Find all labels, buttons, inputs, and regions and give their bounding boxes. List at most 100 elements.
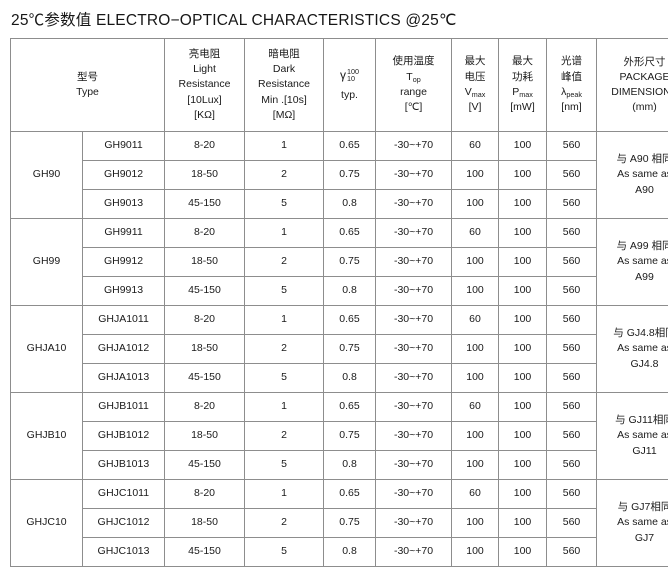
type-cell: GH9911 bbox=[83, 219, 165, 248]
gamma-cell: 0.65 bbox=[324, 480, 376, 509]
table-row: GHJA10 GHJA1011 8-20 1 0.65 -30~+70 60 1… bbox=[11, 306, 668, 335]
temperature-cell: -30~+70 bbox=[376, 509, 452, 538]
table-row: GH99 GH9911 8-20 1 0.65 -30~+70 60 100 5… bbox=[11, 219, 668, 248]
light-resistance-cell: 18-50 bbox=[165, 509, 245, 538]
gamma-symbol: γ bbox=[340, 68, 346, 82]
gamma-cell: 0.75 bbox=[324, 422, 376, 451]
specifications-table: 型号 Type 亮电阻 Light Resistance [10Lux] [KΩ… bbox=[10, 38, 668, 567]
family-cell: GHJB10 bbox=[11, 393, 83, 480]
temperature-cell: -30~+70 bbox=[376, 422, 452, 451]
dark-resistance-en2: Resistance bbox=[246, 77, 322, 92]
max-power-cjk2: 功耗 bbox=[500, 70, 545, 85]
max-voltage-subscript: max bbox=[472, 90, 486, 99]
type-cell: GHJA1011 bbox=[83, 306, 165, 335]
table-body: 型号 Type 亮电阻 Light Resistance [10Lux] [KΩ… bbox=[11, 39, 668, 567]
page-title: 25℃参数值 ELECTRO−OPTICAL CHARACTERISTICS @… bbox=[0, 0, 668, 38]
column-header-max-power: 最大 功耗 Pmax [mW] bbox=[499, 39, 547, 132]
type-cell: GHJA1012 bbox=[83, 335, 165, 364]
table-row: GH9912 18-50 2 0.75 -30~+70 100 100 560 bbox=[11, 248, 668, 277]
spectral-peak-cell: 560 bbox=[547, 335, 597, 364]
table-row: GHJA1012 18-50 2 0.75 -30~+70 100 100 56… bbox=[11, 335, 668, 364]
table-row: GHJC1012 18-50 2 0.75 -30~+70 100 100 56… bbox=[11, 509, 668, 538]
package-line-en: As same as bbox=[598, 254, 668, 269]
dark-resistance-cell: 2 bbox=[245, 335, 324, 364]
dark-resistance-cjk: 暗电阻 bbox=[246, 47, 322, 62]
temperature-symbol: Top bbox=[377, 70, 450, 85]
dark-resistance-cell: 1 bbox=[245, 132, 324, 161]
dark-resistance-cell: 5 bbox=[245, 190, 324, 219]
light-resistance-cell: 8-20 bbox=[165, 480, 245, 509]
dark-resistance-cell: 2 bbox=[245, 161, 324, 190]
gamma-cell: 0.8 bbox=[324, 190, 376, 219]
spectral-peak-cell: 560 bbox=[547, 306, 597, 335]
type-cell: GHJA1013 bbox=[83, 364, 165, 393]
spectral-peak-cell: 560 bbox=[547, 161, 597, 190]
spectral-peak-cell: 560 bbox=[547, 364, 597, 393]
max-power-cell: 100 bbox=[499, 161, 547, 190]
spectral-peak-cell: 560 bbox=[547, 277, 597, 306]
package-line-cjk: 与 GJ11相同 bbox=[598, 413, 668, 428]
spectral-peak-symbol: λpeak bbox=[548, 85, 595, 100]
column-header-package-dimensions: 外形尺寸 PACKAGE DIMENSIONS (mm) bbox=[597, 39, 668, 132]
max-power-cell: 100 bbox=[499, 480, 547, 509]
package-line-cjk: 与 GJ7相同 bbox=[598, 500, 668, 515]
temperature-cell: -30~+70 bbox=[376, 190, 452, 219]
spectral-peak-cjk2: 峰值 bbox=[548, 70, 595, 85]
dark-resistance-cell: 5 bbox=[245, 538, 324, 567]
table-row: GH9013 45-150 5 0.8 -30~+70 100 100 560 bbox=[11, 190, 668, 219]
temperature-cell: -30~+70 bbox=[376, 538, 452, 567]
light-resistance-cell: 45-150 bbox=[165, 277, 245, 306]
temperature-range-word: range bbox=[377, 85, 450, 100]
max-power-cell: 100 bbox=[499, 509, 547, 538]
family-cell: GH99 bbox=[11, 219, 83, 306]
max-voltage-cell: 100 bbox=[452, 190, 499, 219]
temperature-cell: -30~+70 bbox=[376, 219, 452, 248]
type-cell: GHJC1012 bbox=[83, 509, 165, 538]
spectral-peak-cell: 560 bbox=[547, 190, 597, 219]
light-resistance-cell: 45-150 bbox=[165, 451, 245, 480]
package-en2: DIMENSIONS bbox=[598, 85, 668, 100]
gamma-cell: 0.75 bbox=[324, 161, 376, 190]
table-row: GH9012 18-50 2 0.75 -30~+70 100 100 560 bbox=[11, 161, 668, 190]
package-line-ref: GJ4.8 bbox=[598, 357, 668, 372]
max-voltage-cell: 60 bbox=[452, 480, 499, 509]
temperature-cell: -30~+70 bbox=[376, 306, 452, 335]
gamma-cell: 0.8 bbox=[324, 538, 376, 567]
package-line-cjk: 与 A99 相同 bbox=[598, 239, 668, 254]
spectral-peak-subscript: peak bbox=[566, 90, 582, 99]
max-power-cell: 100 bbox=[499, 422, 547, 451]
max-voltage-cell: 100 bbox=[452, 335, 499, 364]
package-cell: 与 GJ4.8相同 As same as GJ4.8 bbox=[597, 306, 668, 393]
spectral-peak-cell: 560 bbox=[547, 248, 597, 277]
column-header-type-cjk: 型号 bbox=[12, 70, 163, 85]
table-row: GHJB1012 18-50 2 0.75 -30~+70 100 100 56… bbox=[11, 422, 668, 451]
temperature-cell: -30~+70 bbox=[376, 451, 452, 480]
package-line-en: As same as bbox=[598, 167, 668, 182]
gamma-cell: 0.65 bbox=[324, 393, 376, 422]
package-cell: 与 GJ11相同 As same as GJ11 bbox=[597, 393, 668, 480]
spectral-peak-unit: [nm] bbox=[548, 100, 595, 115]
gamma-cell: 0.75 bbox=[324, 509, 376, 538]
type-cell: GH9912 bbox=[83, 248, 165, 277]
column-header-dark-resistance: 暗电阻 Dark Resistance Min .[10s] [MΩ] bbox=[245, 39, 324, 132]
package-line-ref: GJ11 bbox=[598, 444, 668, 459]
dark-resistance-cell: 1 bbox=[245, 219, 324, 248]
column-header-spectral-peak: 光谱 峰值 λpeak [nm] bbox=[547, 39, 597, 132]
table-row: GH90 GH9011 8-20 1 0.65 -30~+70 60 100 5… bbox=[11, 132, 668, 161]
max-power-cjk1: 最大 bbox=[500, 54, 545, 69]
spectral-peak-cell: 560 bbox=[547, 393, 597, 422]
dark-resistance-cell: 5 bbox=[245, 277, 324, 306]
max-power-cell: 100 bbox=[499, 190, 547, 219]
light-resistance-cell: 8-20 bbox=[165, 393, 245, 422]
table-row: GH9913 45-150 5 0.8 -30~+70 100 100 560 bbox=[11, 277, 668, 306]
temperature-cell: -30~+70 bbox=[376, 480, 452, 509]
package-line-en: As same as bbox=[598, 341, 668, 356]
gamma-subscript: 10 bbox=[347, 74, 355, 83]
package-cell: 与 A99 相同 As same as A99 bbox=[597, 219, 668, 306]
package-line-en: As same as bbox=[598, 428, 668, 443]
light-resistance-cell: 8-20 bbox=[165, 306, 245, 335]
package-en1: PACKAGE bbox=[598, 70, 668, 85]
table-row: GHJC1013 45-150 5 0.8 -30~+70 100 100 56… bbox=[11, 538, 668, 567]
gamma-cell: 0.65 bbox=[324, 306, 376, 335]
